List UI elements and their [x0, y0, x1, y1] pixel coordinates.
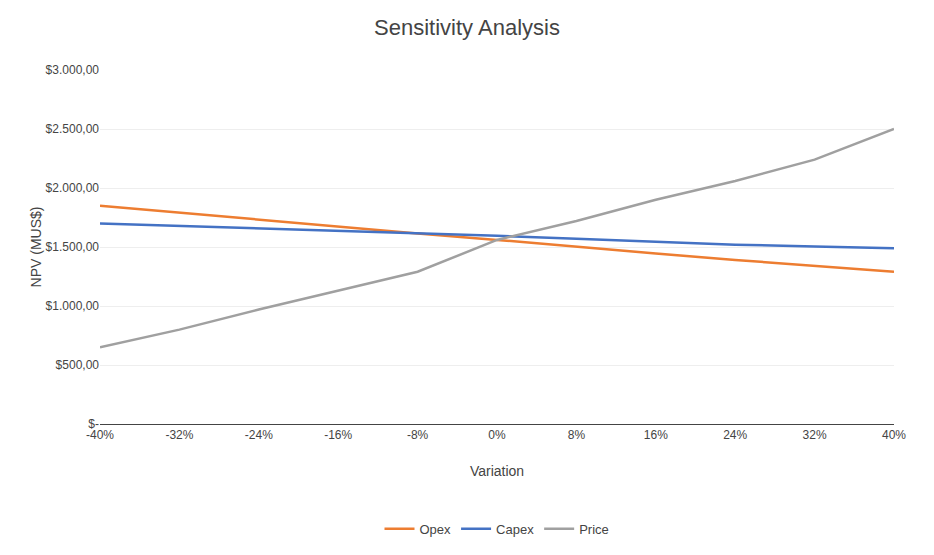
svg-text:32%: 32%: [803, 428, 827, 442]
svg-text:$1.500,00: $1.500,00: [46, 240, 100, 254]
svg-text:-24%: -24%: [245, 428, 273, 442]
svg-text:Capex: Capex: [496, 522, 534, 537]
svg-text:$1.000,00: $1.000,00: [46, 299, 100, 313]
svg-text:8%: 8%: [568, 428, 586, 442]
svg-text:Price: Price: [579, 522, 609, 537]
svg-text:$2.000,00: $2.000,00: [46, 181, 100, 195]
svg-text:-40%: -40%: [86, 428, 114, 442]
svg-text:-8%: -8%: [407, 428, 429, 442]
svg-text:$2.500,00: $2.500,00: [46, 122, 100, 136]
svg-text:$-: $-: [88, 417, 99, 431]
svg-text:40%: 40%: [882, 428, 906, 442]
svg-text:-16%: -16%: [324, 428, 352, 442]
svg-text:0%: 0%: [488, 428, 506, 442]
svg-text:Variation: Variation: [470, 463, 524, 479]
svg-text:-32%: -32%: [165, 428, 193, 442]
svg-text:Sensitivity Analysis: Sensitivity Analysis: [374, 15, 560, 40]
svg-text:24%: 24%: [723, 428, 747, 442]
svg-text:$500,00: $500,00: [56, 358, 100, 372]
svg-text:$3.000,00: $3.000,00: [46, 63, 100, 77]
svg-text:NPV (MUS$): NPV (MUS$): [28, 207, 44, 288]
svg-text:Opex: Opex: [420, 522, 452, 537]
svg-text:16%: 16%: [644, 428, 668, 442]
